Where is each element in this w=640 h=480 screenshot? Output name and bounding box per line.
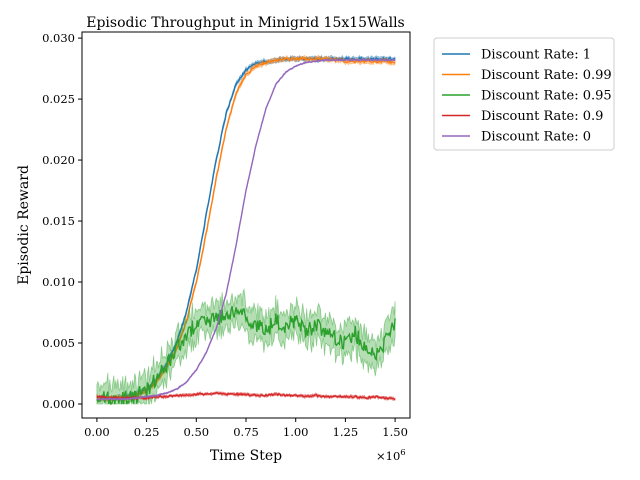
legend-label: Discount Rate: 0.95 <box>481 89 612 104</box>
y-axis: 0.000 0.005 0.010 0.015 0.020 0.025 0.030 <box>42 31 82 411</box>
x-axis-title: Time Step <box>210 448 282 464</box>
y-tick-label: 0.020 <box>42 153 75 167</box>
y-axis-title: Episodic Reward <box>16 165 32 285</box>
x-tick-label: 0.00 <box>84 425 110 439</box>
x-tick-label: 1.25 <box>333 425 359 439</box>
x-tick-label: 1.50 <box>382 425 408 439</box>
x-tick-label: 0.25 <box>134 425 160 439</box>
y-tick-label: 0.030 <box>42 31 75 45</box>
series-line-4 <box>96 58 396 401</box>
x-tick-label: 0.75 <box>233 425 259 439</box>
series-band-3 <box>96 391 396 401</box>
x-tick-label: 1.00 <box>283 425 309 439</box>
x-axis-multiplier-exponent: 6 <box>400 448 405 458</box>
series-band-2 <box>96 287 396 405</box>
x-axis-multiplier-base: ×10 <box>376 449 400 463</box>
y-tick-label: 0.010 <box>42 275 75 289</box>
y-tick-label: 0.005 <box>42 336 75 350</box>
legend-frame <box>433 37 615 151</box>
y-tick-label: 0.000 <box>42 397 75 411</box>
series-line-3 <box>96 391 396 401</box>
x-axis: 0.00 0.25 0.50 0.75 1.00 1.25 1.50 <box>84 418 408 439</box>
y-tick-label: 0.025 <box>42 92 75 106</box>
legend-label: Discount Rate: 0.9 <box>481 109 603 124</box>
legend: Discount Rate: 1 Discount Rate: 0.99 Disco… <box>433 37 615 151</box>
chart-title: Episodic Throughput in Minigrid 15x15Wal… <box>86 15 405 31</box>
legend-label: Discount Rate: 0 <box>481 130 591 145</box>
series-layer <box>96 54 396 406</box>
x-axis-multiplier: ×106 <box>376 448 406 463</box>
legend-label: Discount Rate: 1 <box>481 48 591 63</box>
legend-label: Discount Rate: 0.99 <box>481 68 612 83</box>
y-tick-label: 0.015 <box>42 214 75 228</box>
x-tick-label: 0.50 <box>183 425 209 439</box>
